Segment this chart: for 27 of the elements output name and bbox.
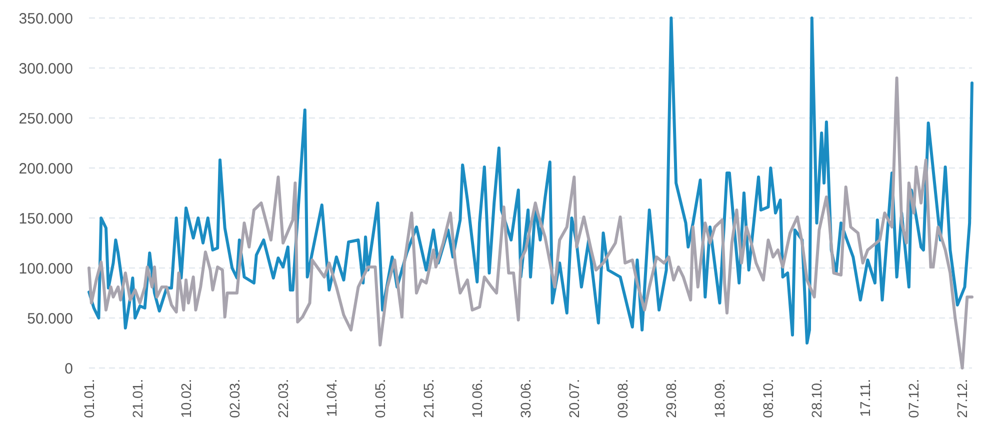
x-tick-label: 28.10. xyxy=(808,379,825,418)
x-tick-label: 01.01. xyxy=(80,379,97,418)
x-tick-label: 21.05. xyxy=(420,379,437,418)
x-tick-label: 01.05. xyxy=(372,379,388,418)
y-tick-label: 100.000 xyxy=(18,260,73,278)
x-tick-label: 27.12. xyxy=(954,379,970,418)
x-tick-label: 07.12. xyxy=(906,379,922,418)
y-tick-label: 250.000 xyxy=(18,110,73,128)
x-tick-label: 30.06. xyxy=(518,379,534,418)
x-tick-label: 02.03. xyxy=(226,379,242,418)
y-tick-label: 350.000 xyxy=(18,10,73,28)
x-tick-label: 21.01. xyxy=(129,379,146,418)
x-tick-label: 22.03. xyxy=(274,379,291,418)
y-tick-label: 300.000 xyxy=(18,60,73,78)
x-tick-label: 11.04. xyxy=(323,379,340,417)
x-tick-label: 09.08. xyxy=(614,379,631,418)
y-tick-label: 50.000 xyxy=(27,310,73,328)
x-tick-label: 20.07. xyxy=(566,379,582,418)
x-tick-label: 10.06. xyxy=(469,379,486,418)
x-tick-label: 08.10. xyxy=(760,379,776,418)
x-tick-label: 10.02. xyxy=(178,379,194,418)
y-tick-label: 0 xyxy=(64,360,73,378)
x-tick-label: 17.11. xyxy=(857,379,874,417)
x-tick-label: 18.09. xyxy=(712,379,728,418)
y-tick-label: 150.000 xyxy=(18,210,73,228)
y-tick-label: 200.000 xyxy=(18,160,73,178)
x-tick-label: 29.08. xyxy=(663,379,680,418)
